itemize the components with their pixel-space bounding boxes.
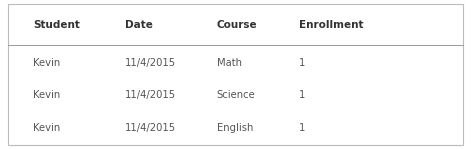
Text: Science: Science	[217, 90, 255, 100]
FancyBboxPatch shape	[8, 4, 463, 145]
Text: 11/4/2015: 11/4/2015	[125, 123, 176, 133]
Text: 1: 1	[299, 58, 306, 68]
Text: Kevin: Kevin	[33, 58, 60, 68]
Text: 1: 1	[299, 90, 306, 100]
Text: Math: Math	[217, 58, 242, 68]
Text: Date: Date	[125, 20, 153, 30]
Text: Kevin: Kevin	[33, 123, 60, 133]
Text: Kevin: Kevin	[33, 90, 60, 100]
Text: 1: 1	[299, 123, 306, 133]
Text: 11/4/2015: 11/4/2015	[125, 90, 176, 100]
Text: 11/4/2015: 11/4/2015	[125, 58, 176, 68]
Text: Course: Course	[217, 20, 257, 30]
Text: Enrollment: Enrollment	[299, 20, 364, 30]
Text: English: English	[217, 123, 253, 133]
Text: Student: Student	[33, 20, 80, 30]
